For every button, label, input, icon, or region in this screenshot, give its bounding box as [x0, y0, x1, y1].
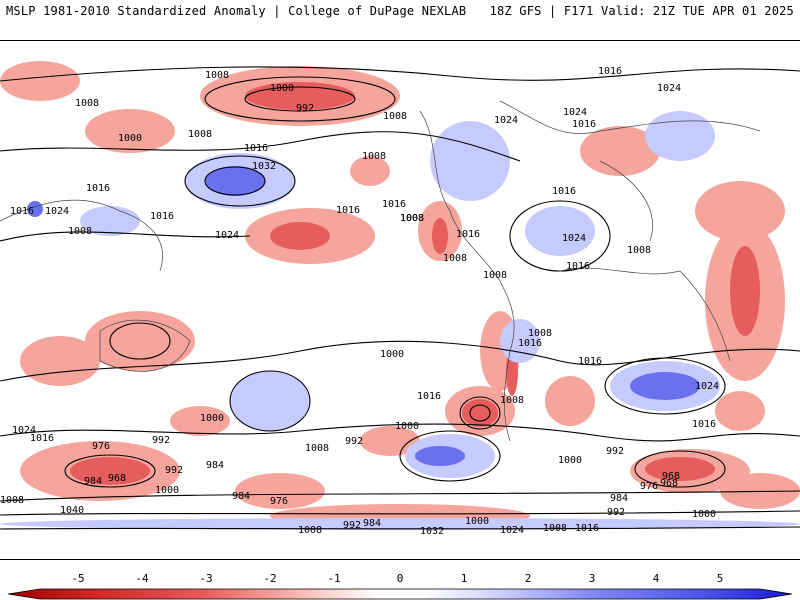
isobar-label: 1008 [443, 253, 467, 264]
isobar-label: 968 [108, 473, 126, 484]
isobar-label: 1008 [400, 213, 424, 224]
isobar-label: 1016 [572, 119, 596, 130]
positive-anomaly-regions [0, 111, 800, 530]
isobar-label: 1016 [518, 338, 542, 349]
colorbar-tick: -3 [199, 572, 213, 585]
isobar-label: 1024 [215, 230, 239, 241]
isobar-label: 1000 [270, 83, 294, 94]
isobar-label: 1016 [10, 206, 34, 217]
isobar-label: 1016 [244, 143, 268, 154]
isobar-label: 1008 [68, 226, 92, 237]
isobar-label: 1024 [657, 83, 681, 94]
isobar-label: 984 [232, 491, 250, 502]
isobar-label: 1008 [188, 129, 212, 140]
coastlines [0, 100, 761, 442]
isobar-label: 1024 [12, 425, 36, 436]
isobar-label: 1024 [695, 381, 719, 392]
isobar-label: 992 [607, 507, 625, 518]
isobar-label: 1016 [598, 66, 622, 77]
isobar-label: 1016 [456, 229, 480, 240]
isobar-label: 1000 [380, 349, 404, 360]
isobar-label: 1008 [627, 245, 651, 256]
colorbar-gradient [7, 588, 793, 600]
isobar-label: 1000 [558, 455, 582, 466]
isobar-label: 984 [84, 476, 102, 487]
isobar-label: 1000 [465, 516, 489, 527]
isobar-label: 1024 [500, 525, 524, 536]
isobar-label: 1000 [155, 485, 179, 496]
isobar-label: 976 [640, 481, 658, 492]
colorbar-tick: 1 [460, 572, 468, 585]
isobar-label: 984 [206, 460, 224, 471]
isobar-label: 1008 [305, 443, 329, 454]
strong-positive-anomaly [27, 166, 700, 466]
isobar-label: 968 [662, 471, 680, 482]
isobar-label: 1016 [552, 186, 576, 197]
colorbar-tick: 4 [652, 572, 660, 585]
isobar-label: 1016 [382, 199, 406, 210]
colorbar: -5 -4 -3 -2 -1 0 1 2 3 4 5 [0, 568, 800, 600]
isobar-label: 1000 [200, 413, 224, 424]
colorbar-tick: -4 [135, 572, 149, 585]
isobar-label: 1000 [118, 133, 142, 144]
isobar-label: 1008 [383, 111, 407, 122]
isobar-label: 968 [660, 478, 678, 489]
isobar-label: 1024 [562, 233, 586, 244]
colorbar-tick: 5 [716, 572, 724, 585]
isobar-label: 992 [152, 435, 170, 446]
map-title: MSLP 1981-2010 Standardized Anomaly | Co… [6, 4, 467, 18]
isobar-labels: 1008 1000 992 1016 1024 1008 1024 1016 1… [0, 66, 719, 537]
isobar-label: 1032 [420, 526, 444, 537]
isobar-label: 992 [296, 103, 314, 114]
isobar-label: 1016 [566, 261, 590, 272]
isobar-label: 1000 [692, 509, 716, 520]
isobar-label: 1016 [575, 523, 599, 534]
isobar-label: 1016 [578, 356, 602, 367]
isobar-label: 1016 [86, 183, 110, 194]
isobar-label: 1008 [543, 523, 567, 534]
isobar-label: 1024 [563, 107, 587, 118]
colorbar-tick: 0 [396, 572, 404, 585]
isobar-label: 1008 [0, 495, 24, 506]
isobar-label: 1016 [417, 391, 441, 402]
isobar-label: 1000 [395, 421, 419, 432]
isobar-label: 976 [270, 496, 288, 507]
colorbar-tick: -5 [71, 572, 85, 585]
isobar-label: 1016 [150, 211, 174, 222]
isobar-label: 1008 [400, 213, 424, 224]
isobar-label: 1016 [336, 205, 360, 216]
isobar-label: 1024 [45, 206, 69, 217]
isobar-contours [0, 66, 800, 530]
isobar-label: 1040 [60, 505, 84, 516]
colorbar-tick: -1 [327, 572, 341, 585]
isobar-label: 1008 [483, 270, 507, 281]
isobar-label: 992 [606, 446, 624, 457]
isobar-label: 984 [610, 493, 628, 504]
anomaly-map: 1008 1000 992 1016 1024 1008 1024 1016 1… [0, 40, 800, 560]
isobar-label: 992 [165, 465, 183, 476]
isobar-label: 1008 [500, 395, 524, 406]
isobar-label: 1008 [205, 70, 229, 81]
model-run-info: 18Z GFS | F171 Valid: 21Z TUE APR 01 202… [489, 4, 794, 18]
isobar-label: 1016 [30, 433, 54, 444]
isobar-label: 1008 [75, 98, 99, 109]
isobar-label: 976 [92, 441, 110, 452]
colorbar-tick: 3 [588, 572, 596, 585]
isobar-label: 1024 [494, 115, 518, 126]
colorbar-tick: 2 [524, 572, 532, 585]
isobar-label: 1008 [298, 525, 322, 536]
isobar-label: 992 [345, 436, 363, 447]
colorbar-tick: -2 [263, 572, 277, 585]
isobar-label: 992 [343, 520, 361, 531]
isobar-label: 1008 [528, 328, 552, 339]
isobar-label: 984 [363, 518, 381, 529]
isobar-label: 1016 [692, 419, 716, 430]
isobar-label: 1032 [252, 161, 276, 172]
isobar-label: 1008 [362, 151, 386, 162]
